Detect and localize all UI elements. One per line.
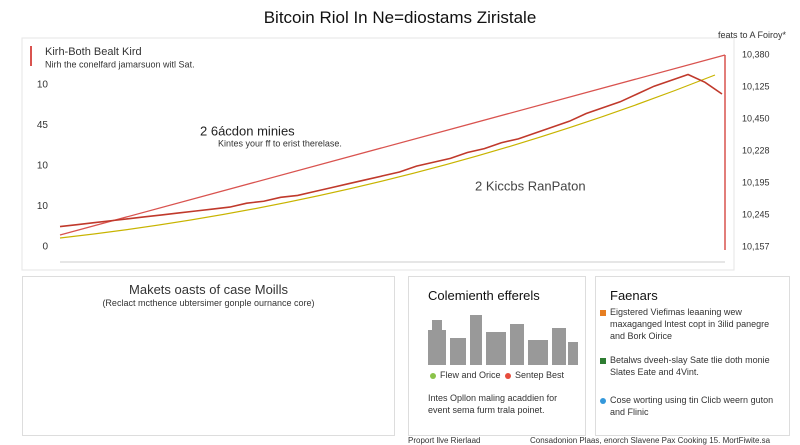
panel-title: Colemienth efferels — [428, 288, 540, 303]
bullet — [600, 398, 606, 404]
y2-tick-label: 10,157 — [742, 241, 770, 251]
y2-tick-label: 10,195 — [742, 177, 770, 187]
y-tick-label: 10 — [37, 201, 49, 212]
top-note: feats to A Foiroy* — [717, 30, 786, 40]
legend-dot — [430, 373, 436, 379]
y2-tick-label: 10,245 — [742, 209, 770, 219]
y2-tick-label: 10,380 — [742, 49, 770, 59]
legend-item: Sentep Best — [515, 370, 565, 380]
skyline — [428, 310, 578, 370]
legend-title: Kirh-Both Bealt Kird — [45, 46, 142, 58]
page-title: Bitcoin Riol In Ne=diostams Ziristale — [263, 8, 537, 27]
legend-item: Flew and Orice — [440, 370, 501, 380]
bullet — [600, 358, 606, 364]
chart-frame — [21, 37, 735, 271]
gauges-panel — [22, 276, 395, 436]
right-panel — [595, 276, 790, 436]
y2-tick-label: 10,228 — [742, 145, 770, 155]
list-item: Eigstered Viefimas leaaning wew maxagang… — [610, 307, 770, 341]
panel-title: Makets oasts of case Moills — [129, 282, 288, 297]
legend-icon — [30, 46, 32, 66]
list-item: Cose worting using tin Clicb weern guton… — [610, 395, 774, 417]
y-tick-label: 45 — [37, 120, 49, 131]
list-item: Betalws dveeh-slay Sate tlie doth monie … — [610, 355, 770, 377]
annotation: 2 6ácdon minies — [200, 123, 295, 138]
skyline-art — [428, 315, 578, 365]
annotation: Kintes your ff to erist therelase. — [218, 138, 342, 148]
trend-line — [59, 54, 726, 236]
y2-tick-label: 10,450 — [742, 113, 770, 123]
bullet — [600, 310, 606, 316]
y-tick-label: 10 — [37, 161, 49, 172]
panel-subtitle: (Reclact mcthence ubtersimer gonple ourn… — [102, 298, 315, 308]
trend-curve — [59, 74, 716, 239]
footer: Consadonion Plaas, enorch Slavene Pax Co… — [530, 436, 771, 445]
panel-title: Faenars — [610, 288, 658, 303]
legend-subtitle: Nirh the conelfard jamarsuon witl Sat. — [45, 59, 195, 69]
legend-dot — [505, 373, 511, 379]
price-line — [59, 73, 723, 228]
footer: Proport llve Rierlaad — [408, 436, 481, 445]
panel-text: Intes Opllon maling acaddien for event s… — [428, 393, 558, 415]
annotation: 2 Kiccbs RanPaton — [475, 178, 586, 193]
y2-tick-label: 10,125 — [742, 81, 770, 91]
y-tick-label: 0 — [42, 242, 48, 253]
y-tick-label: 10 — [37, 80, 49, 91]
